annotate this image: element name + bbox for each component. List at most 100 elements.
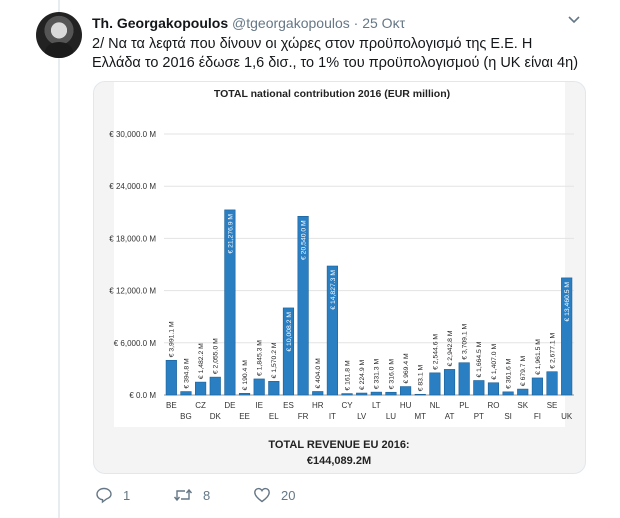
x-tick-label: SI [504, 412, 512, 421]
thread-line [58, 0, 60, 518]
x-tick-label: HR [312, 401, 324, 410]
x-tick-label: NL [430, 401, 441, 410]
x-tick-label: IT [329, 412, 336, 421]
data-label: € 679.7 M [520, 356, 527, 387]
bar-cy [341, 393, 353, 396]
bar-sk [517, 388, 529, 396]
x-tick-label: LV [357, 412, 367, 421]
tweet-text-line: Ελλάδα το 2016 έδωσε 1,6 δισ., το 1% του… [92, 55, 579, 71]
data-label: € 394.8 M [183, 358, 190, 389]
display-name[interactable]: Th. Georgakopoulos [92, 15, 229, 31]
data-label: € 224.9 M [359, 359, 366, 390]
total-revenue-value: €144,089.2M [307, 455, 371, 467]
y-tick-label: € 18,000.0 M [109, 234, 156, 243]
data-label: € 21,276.9 M [227, 214, 234, 254]
bar-hr [312, 391, 324, 396]
bar-dk [209, 376, 221, 396]
x-tick-label: MT [414, 412, 426, 421]
like-count: 20 [281, 487, 296, 503]
x-tick-label: CZ [195, 401, 206, 410]
y-tick-label: € 6,000.0 M [114, 339, 157, 348]
data-label: € 2,055.0 M [213, 338, 220, 374]
x-tick-label: DE [224, 401, 235, 410]
data-label: € 13,460.5 M [564, 282, 571, 322]
x-tick-label: HU [400, 401, 412, 410]
data-label: € 14,827.3 M [330, 270, 337, 310]
y-tick-label: € 30,000.0 M [109, 130, 156, 139]
x-tick-label: CY [341, 401, 353, 410]
data-label: € 2,544.6 M [432, 334, 439, 370]
data-label: € 331.3 M [374, 359, 381, 390]
reply-count: 1 [123, 487, 131, 503]
data-label: € 1,570.2 M [271, 342, 278, 378]
data-label: € 10,008.2 M [286, 312, 293, 352]
x-tick-label: LU [386, 412, 396, 421]
bar-cz [195, 381, 207, 396]
x-tick-label: LT [372, 401, 381, 410]
tweet-media-chart[interactable]: TOTAL national contribution 2016 (EUR mi… [93, 81, 586, 474]
labels-layer: € 3,991.1 M € 394.8 M € 1,482.2 M € 2,055.0… [169, 214, 571, 392]
x-tick-label: PL [459, 401, 469, 410]
x-tick-label: DK [210, 412, 222, 421]
bar-pt [473, 380, 485, 396]
data-label: € 3,709.1 M [462, 323, 469, 359]
bar-pl [458, 362, 470, 396]
avatar[interactable] [36, 12, 82, 58]
data-label: € 316.0 M [388, 359, 395, 390]
bar-lu [385, 391, 397, 396]
bar-chart: TOTAL national contribution 2016 (EUR mi… [109, 82, 574, 467]
bar-lt [370, 391, 382, 396]
data-label: € 1,482.2 M [198, 343, 205, 379]
bar-fr [297, 216, 309, 396]
x-tick-label: FI [534, 412, 541, 421]
retweet-button[interactable]: 8 [173, 483, 210, 507]
total-revenue-label: TOTAL REVENUE EU 2016: [268, 439, 409, 451]
data-label: € 1,664.5 M [476, 341, 483, 377]
x-tick-label: RO [487, 401, 499, 410]
data-label: € 2,677.1 M [549, 332, 556, 368]
bar-de [224, 209, 236, 396]
bars-layer [165, 209, 573, 396]
x-tick-label: SK [517, 401, 528, 410]
bar-be [165, 359, 177, 396]
reply-button[interactable]: 1 [95, 483, 130, 507]
y-tick-label: € 24,000.0 M [109, 182, 156, 191]
chart-plot-background [114, 82, 565, 427]
bar-hu [400, 386, 412, 396]
bar-bg [180, 391, 192, 396]
x-tick-label: IE [255, 401, 263, 410]
data-label: € 161.8 M [344, 360, 351, 391]
separator-dot: · [353, 15, 359, 31]
data-label: € 969.4 M [403, 353, 410, 384]
bar-ro [487, 382, 500, 396]
x-tick-label: EL [269, 412, 279, 421]
x-tick-label: BG [180, 412, 192, 421]
bar-si [502, 391, 514, 396]
heart-icon [254, 487, 270, 503]
data-label: € 1,407.0 M [491, 344, 498, 380]
bar-el [268, 381, 280, 396]
tweet-header: Th. Georgakopoulos @tgeorgakopoulos · 25… [92, 14, 405, 32]
x-tick-label: UK [561, 412, 573, 421]
chart-title: TOTAL national contribution 2016 (EUR mi… [214, 88, 450, 100]
x-tick-label: BE [166, 401, 177, 410]
tweet-text-line: 2/ Να τα λεφτά που δίνουν οι χώρες στον … [92, 36, 533, 52]
user-handle[interactable]: @tgeorgakopoulos [232, 15, 350, 31]
data-label: € 1,961.5 M [535, 339, 542, 375]
chevron-down-icon[interactable] [567, 12, 581, 26]
data-label: € 1,845.3 M [257, 340, 264, 376]
reply-icon [96, 487, 112, 504]
x-tick-label: SE [547, 401, 558, 410]
bar-se [546, 371, 558, 396]
y-tick-label: € 12,000.0 M [109, 287, 156, 296]
x-tick-label: EE [239, 412, 250, 421]
data-label: € 20,540.0 M [301, 220, 308, 260]
tweet-date[interactable]: 25 Οκτ [362, 15, 406, 31]
bar-at [443, 369, 456, 396]
retweet-count: 8 [203, 487, 211, 503]
retweet-icon [173, 488, 193, 502]
x-tick-label: PT [474, 412, 484, 421]
like-button[interactable]: 20 [253, 483, 295, 507]
bar-fi [531, 377, 543, 396]
